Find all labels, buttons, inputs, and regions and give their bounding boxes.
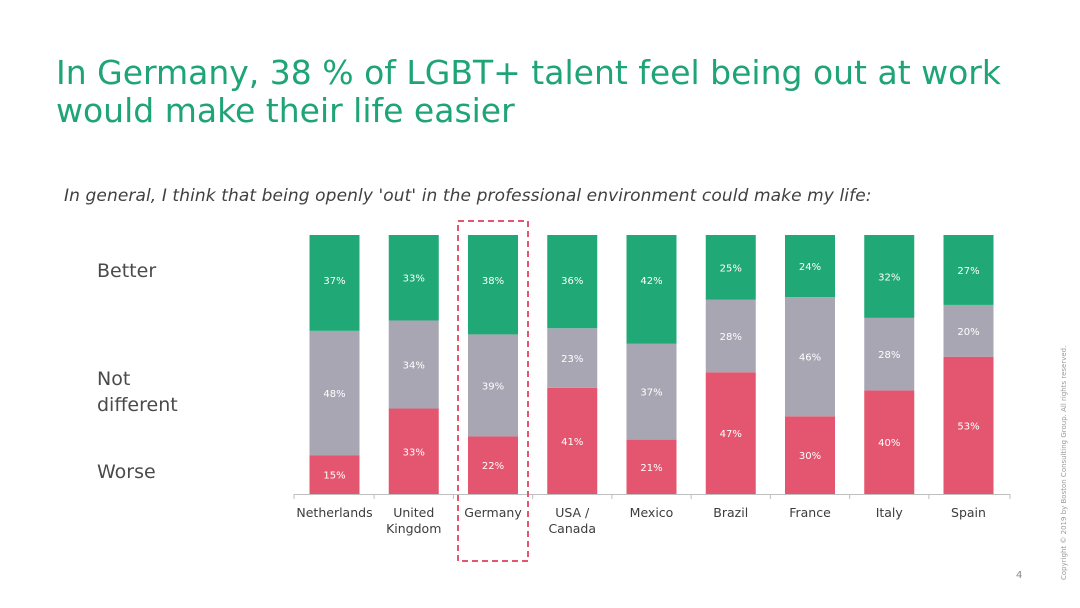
bar-worse-netherlands bbox=[309, 455, 360, 494]
data-label-better-germany: 38% bbox=[482, 276, 504, 287]
category-label-united-kingdom: United bbox=[393, 505, 434, 520]
bar-better-germany bbox=[468, 235, 518, 335]
category-label-usa-canada-line2: Canada bbox=[548, 521, 596, 536]
data-label-better-france: 24% bbox=[799, 262, 821, 273]
data-label-worse-italy: 40% bbox=[878, 438, 900, 449]
data-label-worse-spain: 53% bbox=[957, 421, 979, 432]
category-label-usa-canada: USA / bbox=[555, 505, 590, 520]
data-label-not-different-italy: 28% bbox=[878, 350, 900, 361]
data-label-worse-brazil: 47% bbox=[720, 429, 742, 440]
category-label-germany: Germany bbox=[464, 505, 522, 520]
data-label-worse-france: 30% bbox=[799, 451, 821, 462]
bar-not-different-germany bbox=[468, 334, 518, 437]
slide-title: In Germany, 38 % of LGBT+ talent feel be… bbox=[56, 53, 1001, 130]
bar-not-different-spain bbox=[943, 304, 994, 357]
bar-worse-brazil bbox=[705, 372, 756, 494]
data-label-not-different-usa-canada: 23% bbox=[561, 354, 583, 365]
bar-better-mexico bbox=[626, 235, 677, 344]
category-label-italy: Italy bbox=[876, 505, 904, 520]
data-label-not-different-germany: 39% bbox=[482, 381, 504, 392]
category-label-france: France bbox=[789, 505, 831, 520]
bar-better-united-kingdom bbox=[388, 235, 439, 321]
bar-worse-usa-canada bbox=[547, 387, 598, 494]
bar-better-usa-canada bbox=[547, 235, 598, 329]
data-label-not-different-brazil: 28% bbox=[720, 332, 742, 343]
bar-not-different-brazil bbox=[705, 299, 756, 373]
bar-better-spain bbox=[943, 235, 994, 305]
bar-not-different-united-kingdom bbox=[388, 320, 439, 409]
bar-better-italy bbox=[864, 235, 915, 318]
data-label-worse-netherlands: 15% bbox=[323, 471, 345, 482]
data-label-better-italy: 32% bbox=[878, 272, 900, 283]
data-label-not-different-france: 46% bbox=[799, 353, 821, 364]
bar-worse-germany bbox=[468, 436, 518, 494]
bar-better-netherlands bbox=[309, 235, 360, 331]
bar-worse-spain bbox=[943, 356, 994, 494]
legend-label-worse: Worse bbox=[97, 461, 156, 483]
data-label-worse-usa-canada: 41% bbox=[561, 437, 583, 448]
copyright-notice: Copyright © 2019 by Boston Consulting Gr… bbox=[1060, 345, 1068, 580]
survey-question: In general, I think that being openly 'o… bbox=[64, 186, 872, 206]
bar-not-different-netherlands bbox=[309, 330, 360, 456]
data-label-better-usa-canada: 36% bbox=[561, 276, 583, 287]
bar-not-different-mexico bbox=[626, 343, 677, 440]
data-label-worse-germany: 22% bbox=[482, 461, 504, 472]
data-label-not-different-netherlands: 48% bbox=[323, 389, 345, 400]
highlight-box-germany bbox=[457, 220, 529, 562]
data-label-not-different-mexico: 37% bbox=[640, 388, 662, 399]
data-label-better-mexico: 42% bbox=[640, 276, 662, 287]
bar-worse-mexico bbox=[626, 439, 677, 494]
bar-better-brazil bbox=[705, 235, 756, 300]
data-label-worse-united-kingdom: 33% bbox=[403, 447, 425, 458]
data-label-better-united-kingdom: 33% bbox=[403, 274, 425, 285]
data-label-not-different-spain: 20% bbox=[957, 327, 979, 338]
bar-not-different-usa-canada bbox=[547, 328, 598, 388]
page-number: 4 bbox=[1016, 570, 1023, 581]
bar-not-different-france bbox=[785, 297, 835, 417]
data-label-better-brazil: 25% bbox=[720, 263, 742, 274]
bar-worse-italy bbox=[864, 390, 915, 494]
bar-better-france bbox=[785, 235, 835, 298]
category-label-brazil: Brazil bbox=[713, 505, 748, 520]
category-label-mexico: Mexico bbox=[630, 505, 674, 520]
bar-worse-france bbox=[785, 416, 835, 494]
data-label-worse-mexico: 21% bbox=[640, 463, 662, 474]
category-label-spain: Spain bbox=[951, 505, 986, 520]
data-label-not-different-united-kingdom: 34% bbox=[403, 361, 425, 372]
category-label-united-kingdom-line2: Kingdom bbox=[386, 521, 441, 536]
category-label-netherlands: Netherlands bbox=[296, 505, 372, 520]
legend-label-better: Better bbox=[97, 260, 157, 282]
data-label-better-spain: 27% bbox=[957, 266, 979, 277]
bar-not-different-italy bbox=[864, 317, 915, 391]
legend-label-not-different: Not different bbox=[97, 368, 178, 416]
bar-worse-united-kingdom bbox=[388, 408, 439, 494]
data-label-better-netherlands: 37% bbox=[323, 276, 345, 287]
